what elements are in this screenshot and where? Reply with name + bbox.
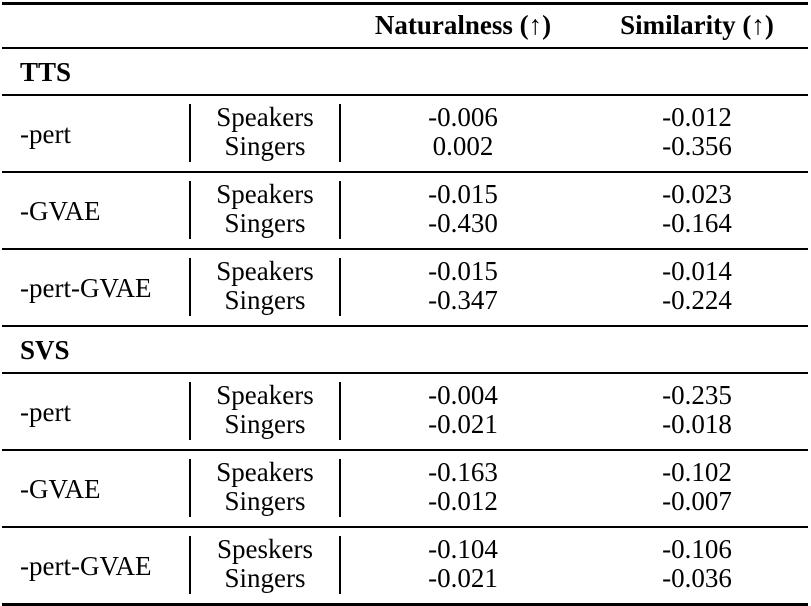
naturalness-value: -0.006	[428, 102, 498, 132]
group-label: Singers	[224, 409, 306, 439]
group-label: Speakers	[216, 380, 314, 410]
row-label: -pert-GVAE	[20, 551, 152, 581]
group-label: Singers	[224, 131, 306, 161]
divider	[339, 258, 341, 316]
divider	[189, 536, 191, 594]
group-label: Speskers	[217, 534, 313, 564]
divider	[339, 536, 341, 594]
naturalness-value: -0.021	[428, 563, 498, 593]
group-label: Singers	[224, 285, 306, 315]
row-label: -pert	[20, 397, 71, 427]
naturalness-value: -0.163	[428, 457, 498, 487]
row-label: -GVAE	[20, 196, 101, 226]
divider	[189, 258, 191, 316]
rule	[2, 47, 808, 49]
naturalness-value: -0.430	[428, 208, 498, 238]
similarity-value: -0.018	[662, 409, 732, 439]
rule	[2, 526, 808, 528]
rule	[2, 449, 808, 451]
rule	[2, 94, 808, 96]
rule	[2, 2, 808, 5]
group-label: Speakers	[216, 102, 314, 132]
similarity-value: -0.007	[662, 486, 732, 516]
similarity-value: -0.023	[662, 179, 732, 209]
similarity-value: -0.012	[662, 102, 732, 132]
naturalness-value: 0.002	[432, 131, 494, 161]
rule	[2, 248, 808, 250]
naturalness-value: -0.347	[428, 285, 498, 315]
divider	[339, 104, 341, 162]
similarity-value: -0.106	[662, 534, 732, 564]
column-header: Similarity (↑)	[620, 10, 774, 40]
column-header: Naturalness (↑)	[374, 10, 552, 40]
row-label: -pert	[20, 119, 71, 149]
rule	[2, 603, 808, 606]
row-label: -pert-GVAE	[20, 273, 152, 303]
similarity-value: -0.356	[662, 131, 732, 161]
group-label: Singers	[224, 486, 306, 516]
similarity-value: -0.164	[662, 208, 732, 238]
similarity-value: -0.102	[662, 457, 732, 487]
section-title: TTS	[20, 57, 72, 87]
group-label: Speakers	[216, 256, 314, 286]
divider	[189, 104, 191, 162]
group-label: Speakers	[216, 457, 314, 487]
naturalness-value: -0.015	[428, 179, 498, 209]
divider	[189, 382, 191, 440]
divider	[339, 382, 341, 440]
divider	[339, 181, 341, 239]
row-label: -GVAE	[20, 474, 101, 504]
naturalness-value: -0.104	[428, 534, 498, 564]
naturalness-value: -0.012	[428, 486, 498, 516]
rule	[2, 372, 808, 374]
group-label: Speakers	[216, 179, 314, 209]
rule	[2, 171, 808, 173]
naturalness-value: -0.015	[428, 256, 498, 286]
divider	[189, 459, 191, 517]
divider	[189, 181, 191, 239]
naturalness-value: -0.021	[428, 409, 498, 439]
similarity-value: -0.224	[662, 285, 732, 315]
divider	[339, 459, 341, 517]
similarity-value: -0.014	[662, 256, 732, 286]
section-title: SVS	[20, 335, 70, 365]
group-label: Singers	[224, 563, 306, 593]
rule	[2, 325, 808, 327]
naturalness-value: -0.004	[428, 380, 498, 410]
group-label: Singers	[224, 208, 306, 238]
similarity-value: -0.036	[662, 563, 732, 593]
similarity-value: -0.235	[662, 380, 732, 410]
